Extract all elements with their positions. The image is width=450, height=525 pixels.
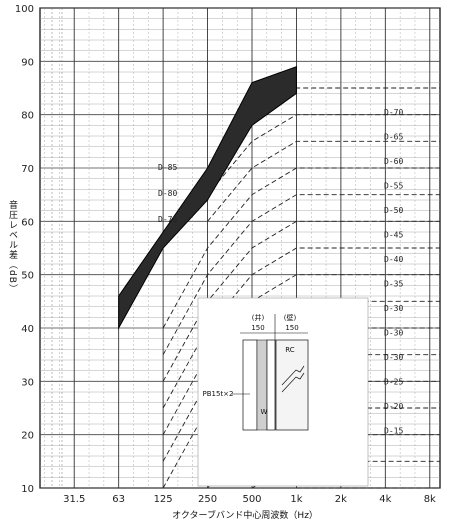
x-tick-label: 31.5 xyxy=(63,494,85,505)
d-curve-label: D-80 xyxy=(158,189,177,198)
x-tick-label: 125 xyxy=(154,494,173,505)
inset-label-right: (壁) xyxy=(284,313,297,322)
d-curve-label: D-15 xyxy=(384,427,403,436)
y-tick-label: 70 xyxy=(21,164,34,175)
inset-label-left: (井) xyxy=(252,313,265,322)
x-axis-title: オクターブバンド中心周波数（Hz） xyxy=(172,509,318,521)
x-tick-label: 2k xyxy=(335,494,347,505)
inset-rc-wall xyxy=(275,339,309,431)
y-tick-label: 60 xyxy=(21,217,34,228)
x-tick-label: 500 xyxy=(242,494,261,505)
x-tick-label: 4k xyxy=(379,494,391,505)
inset-insulation xyxy=(256,339,268,431)
y-tick-label: 100 xyxy=(15,4,34,15)
x-tick-label: 63 xyxy=(112,494,125,505)
d-curve-label: D-85 xyxy=(158,163,177,172)
d-curve-line xyxy=(162,220,440,382)
x-tick-label: 8k xyxy=(424,494,436,505)
inset-wall-left xyxy=(242,339,258,431)
y-tick-label: 30 xyxy=(21,377,34,388)
inset-w-label: W xyxy=(261,408,268,416)
d-curve-label: D-55 xyxy=(384,182,403,191)
inset-board-label: PB15t×2 xyxy=(203,390,234,398)
d-curve-label: D-35 xyxy=(384,280,403,289)
x-tick-label: 250 xyxy=(198,494,217,505)
inset-dim-left: 150 xyxy=(251,324,264,332)
d-curve-label: D-45 xyxy=(384,231,403,240)
y-tick-label: 90 xyxy=(21,57,34,68)
d-curve-label: D-30 xyxy=(384,353,403,362)
y-tick-label: 20 xyxy=(21,431,34,442)
d-curve-label: D-70 xyxy=(384,108,403,117)
d-curve-label: D-75 xyxy=(158,215,177,224)
inset-break-line xyxy=(281,365,305,386)
d-curve-label: D-40 xyxy=(384,255,403,264)
y-tick-label: 40 xyxy=(21,324,34,335)
inset-dim-right: 150 xyxy=(285,324,298,332)
d-curve-label: D-65 xyxy=(384,133,403,142)
y-tick-label: 80 xyxy=(21,111,34,122)
d-curve-line xyxy=(162,167,440,329)
inset-break-line xyxy=(281,372,305,393)
d-curve-label: D-20 xyxy=(384,402,403,411)
inset-rc-label: RC xyxy=(285,346,295,354)
inset-wall-right xyxy=(266,339,276,431)
y-axis-title: 音圧レベル差（dB） xyxy=(7,199,18,294)
x-tick-label: 1k xyxy=(290,494,302,505)
d-curve-line xyxy=(162,274,440,435)
d-curve-label: D-30 xyxy=(384,329,403,338)
y-tick-label: 50 xyxy=(21,271,34,282)
d-curve-label: D-30 xyxy=(384,304,403,313)
measured-band xyxy=(118,65,297,330)
d-curve-label: D-25 xyxy=(384,378,403,387)
d-curve-label: D-60 xyxy=(384,157,403,166)
d-curve-line xyxy=(162,194,440,355)
d-curve-label: D-50 xyxy=(384,206,403,215)
y-tick-label: 10 xyxy=(21,484,34,495)
d-curve-line xyxy=(162,247,440,409)
